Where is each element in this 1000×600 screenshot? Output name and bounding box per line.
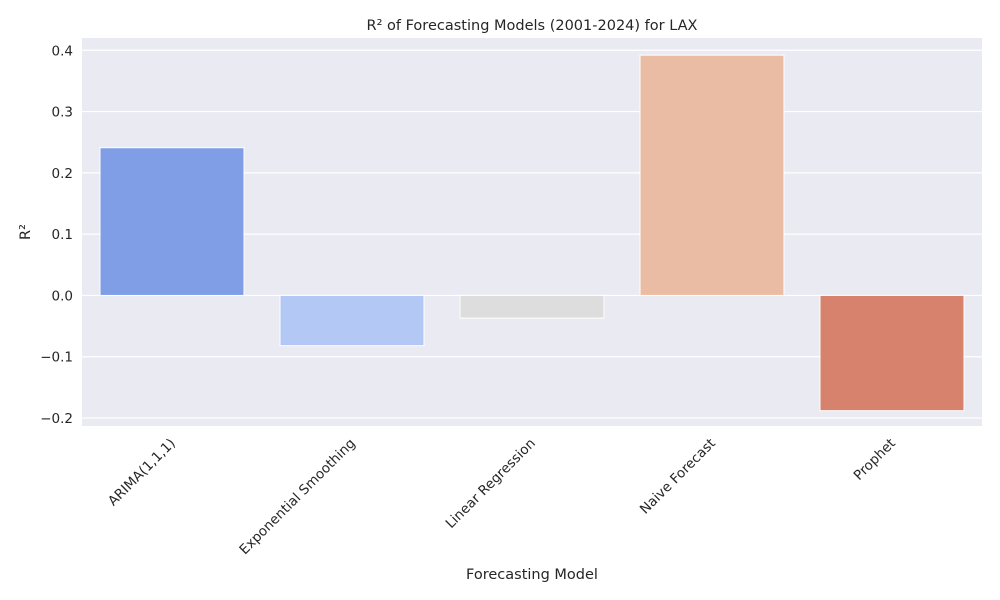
y-tick-labels: −0.2 −0.1 0.0 0.1 0.2 0.3 0.4 (40, 43, 73, 427)
y-tick-label: −0.2 (40, 411, 73, 427)
x-tick-label: ARIMA(1,1,1) (105, 436, 179, 510)
x-tick-label: Prophet (851, 436, 899, 484)
bar (279, 294, 425, 347)
y-tick-label: 0.1 (52, 227, 73, 243)
y-tick-label: 0.3 (52, 105, 73, 121)
y-tick-label: 0.0 (52, 288, 73, 304)
bars (99, 54, 965, 412)
x-tick-labels: ARIMA(1,1,1) Exponential Smoothing Linear … (105, 436, 899, 558)
chart-title: R² of Forecasting Models (2001-2024) for… (367, 18, 698, 34)
bar (639, 54, 785, 296)
y-tick-label: 0.2 (52, 166, 73, 182)
bar (459, 294, 605, 319)
x-tick-label: Exponential Smoothing (236, 436, 358, 558)
bar (819, 294, 965, 412)
y-axis-label: R² (18, 224, 34, 240)
x-tick-label: Linear Regression (443, 436, 539, 532)
x-axis-label: Forecasting Model (466, 567, 598, 583)
bar (99, 147, 245, 296)
y-tick-label: 0.4 (52, 43, 73, 59)
x-tick-label: Naive Forecast (637, 436, 719, 518)
y-tick-label: −0.1 (40, 350, 73, 366)
